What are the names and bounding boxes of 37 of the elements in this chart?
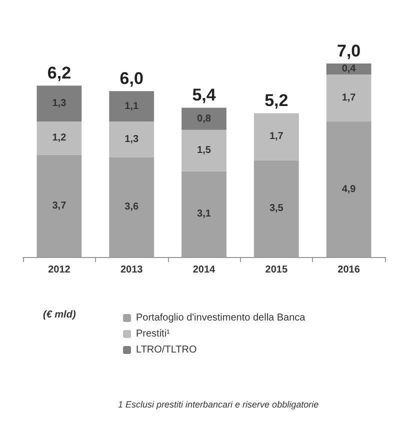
bar [36,122,82,155]
data-label: 1,7 [269,131,284,142]
data-label: 1,3 [52,98,67,110]
bar [36,86,82,122]
data-label: 1,7 [342,92,356,104]
total-label: 5,4 [192,86,216,105]
bar [109,122,154,158]
total-label: 5,2 [264,91,288,110]
total-label: 6,0 [120,69,144,88]
data-label: 0,8 [197,113,212,124]
text: 1 Esclusi prestiti interbancari e riserve obbligatorie [118,400,319,410]
x-tick-label: 2014 [192,264,216,276]
bar [182,108,226,130]
legend-label: LTRO/TLTRO [136,344,197,356]
data-label: 3,1 [197,208,212,220]
data-label: 1,3 [124,134,139,146]
x-tick-label: 2016 [338,264,360,276]
data-label: 0,4 [342,64,356,75]
data-label: 1,1 [124,100,139,112]
bar [182,130,226,172]
x-tick-label: 2012 [48,264,71,276]
bar [109,91,154,122]
data-label: 3,5 [269,203,284,214]
bar [254,113,299,160]
text: (€ mld) [43,310,76,320]
bar [326,74,372,122]
data-label: 1,5 [197,145,212,156]
x-tick-label: 2013 [120,264,144,276]
data-label: 3,7 [52,200,67,212]
total-label: 7,0 [336,41,361,60]
x-tick-label: 2015 [265,264,288,276]
data-label: 3,6 [124,202,139,213]
legend-label: Prestiti¹ [136,328,171,340]
legend-label: Portafoglio d'investimento della Banca [136,312,306,324]
total-label: 6,2 [47,64,72,83]
data-label: 1,2 [52,132,67,144]
data-label: 4,9 [342,184,356,195]
